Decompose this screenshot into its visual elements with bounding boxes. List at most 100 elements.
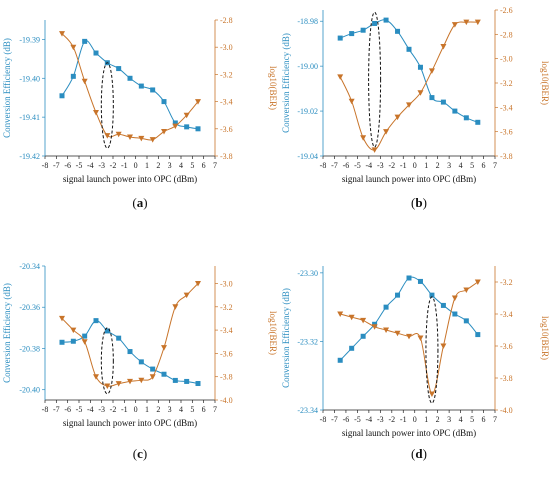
data-point-square <box>138 359 144 365</box>
data-point-square <box>372 321 378 327</box>
x-tick-label: 2 <box>156 161 160 170</box>
x-tick-label: 0 <box>134 161 138 170</box>
left-y-tick-label: -19.00 <box>297 62 318 71</box>
x-tick-label: 7 <box>493 415 497 424</box>
x-tick-label: 2 <box>436 415 440 424</box>
x-tick-label: -3 <box>377 415 384 424</box>
data-point-triangle <box>417 90 424 96</box>
left-y-tick-label: -19.02 <box>297 107 318 116</box>
x-tick-label: -4 <box>366 161 373 170</box>
series-line <box>61 40 199 130</box>
x-tick-label: -2 <box>110 161 117 170</box>
right-y-axis-label: log10(BER) <box>268 311 278 355</box>
data-point-square <box>417 278 423 284</box>
left-y-tick-label: -19.42 <box>19 152 40 161</box>
x-tick-label: 1 <box>424 415 428 424</box>
x-tick-label: 5 <box>470 161 474 170</box>
x-tick-label: -7 <box>53 405 60 414</box>
panel-label-close: ) <box>143 446 147 461</box>
right-y-tick-label: -3.6 <box>220 349 233 358</box>
data-point-square <box>127 349 133 355</box>
data-point-square <box>150 87 156 93</box>
x-tick-label: 1 <box>145 161 149 170</box>
data-point-triangle <box>183 292 190 299</box>
data-point-square <box>395 292 401 298</box>
data-point-square <box>184 124 190 130</box>
x-tick-label: -3 <box>98 405 105 414</box>
data-point-triangle <box>348 98 355 105</box>
data-point-triangle <box>104 133 111 139</box>
x-tick-label: -3 <box>377 161 384 170</box>
data-point-triangle <box>183 112 190 119</box>
right-y-tick-label: -3.4 <box>500 103 513 112</box>
chart-panel-b: -8 -7 -6 -5 -4 -3 -2 -1 0 1 2 3 4 5 6 7 -19.04 -19.02 -19.… <box>281 6 550 210</box>
data-point-triangle <box>70 327 77 334</box>
data-point-triangle <box>360 317 367 324</box>
right-y-axis-label: log10(BER) <box>540 316 550 360</box>
x-tick-label: -6 <box>343 415 350 424</box>
right-y-tick-label: -3.2 <box>500 278 513 287</box>
right-y-tick-label: -3.6 <box>500 342 513 351</box>
data-point-square <box>93 50 99 56</box>
x-tick-label: 7 <box>213 405 217 414</box>
x-axis-label: signal launch power into OPC (dBm) <box>342 428 476 438</box>
data-point-square <box>406 46 412 52</box>
data-point-square <box>383 17 389 23</box>
x-tick-label: 5 <box>470 415 474 424</box>
x-tick-label: 4 <box>179 161 183 170</box>
data-point-square <box>70 338 76 344</box>
x-axis-label: signal launch power into OPC (dBm) <box>63 418 197 428</box>
data-point-square <box>172 120 178 126</box>
right-y-tick-label: -2.8 <box>500 30 513 39</box>
data-point-triangle <box>383 327 390 333</box>
left-y-tick-label: -23.34 <box>297 406 318 415</box>
x-tick-label: -1 <box>121 161 128 170</box>
right-y-tick-label: -3.4 <box>500 310 513 319</box>
data-point-square <box>429 95 435 101</box>
x-tick-label: -2 <box>388 161 395 170</box>
right-y-axis-label: log10(BER) <box>268 66 278 110</box>
conversion-efficiency-series <box>337 275 481 363</box>
right-y-tick-label: -4.0 <box>500 406 513 415</box>
panel-label: (c) <box>133 446 147 461</box>
right-y-tick-label: -3.2 <box>500 79 513 88</box>
x-tick-label: 3 <box>168 161 172 170</box>
chart-panel-c: -8 -7 -6 -5 -4 -3 -2 -1 0 1 2 3 4 5 6 7 -20.40 -20.38 -20.… <box>2 262 278 461</box>
data-point-square <box>349 31 355 37</box>
data-point-square <box>195 381 201 387</box>
data-point-square <box>349 345 355 351</box>
right-y-tick-label: -3.0 <box>500 55 513 64</box>
x-axis-label: signal launch power into OPC (dBm) <box>342 174 476 184</box>
data-point-square <box>59 339 65 345</box>
x-tick-label: -6 <box>64 161 71 170</box>
data-point-triangle <box>406 333 412 340</box>
left-y-axis-label: Conversion Efficiency (dB) <box>2 283 12 383</box>
data-point-square <box>463 115 469 121</box>
data-point-square <box>70 73 76 79</box>
panel-label: (b) <box>411 195 427 210</box>
x-tick-label: 5 <box>190 405 194 414</box>
chart-panel-d: -8 -7 -6 -5 -4 -3 -2 -1 0 1 2 3 4 5 6 7 -23.34 -23.32 -23.… <box>281 266 550 461</box>
right-y-tick-label: -3.6 <box>220 125 233 134</box>
right-y-tick-label: -2.8 <box>220 16 233 25</box>
left-y-axis-label: Conversion Efficiency (dB) <box>281 288 291 388</box>
left-y-tick-label: -23.30 <box>297 269 318 278</box>
data-point-triangle <box>451 295 458 301</box>
data-point-triangle <box>127 134 133 140</box>
data-point-triangle <box>81 78 88 85</box>
right-y-tick-label: -3.2 <box>220 70 233 79</box>
x-tick-label: -6 <box>64 405 71 414</box>
panel-label-close: ) <box>143 195 147 210</box>
x-tick-label: 5 <box>190 161 194 170</box>
x-axis-label: signal launch power into OPC (dBm) <box>63 174 197 184</box>
x-tick-label: -4 <box>87 161 94 170</box>
data-point-triangle <box>93 109 99 116</box>
data-point-triangle <box>138 135 145 142</box>
x-tick-label: 7 <box>213 161 217 170</box>
data-point-triangle <box>195 99 201 105</box>
data-point-square <box>463 318 469 324</box>
data-point-triangle <box>172 123 179 130</box>
data-point-triangle <box>371 147 378 153</box>
right-y-tick-label: -3.8 <box>500 374 513 383</box>
conversion-efficiency-series <box>59 38 201 132</box>
